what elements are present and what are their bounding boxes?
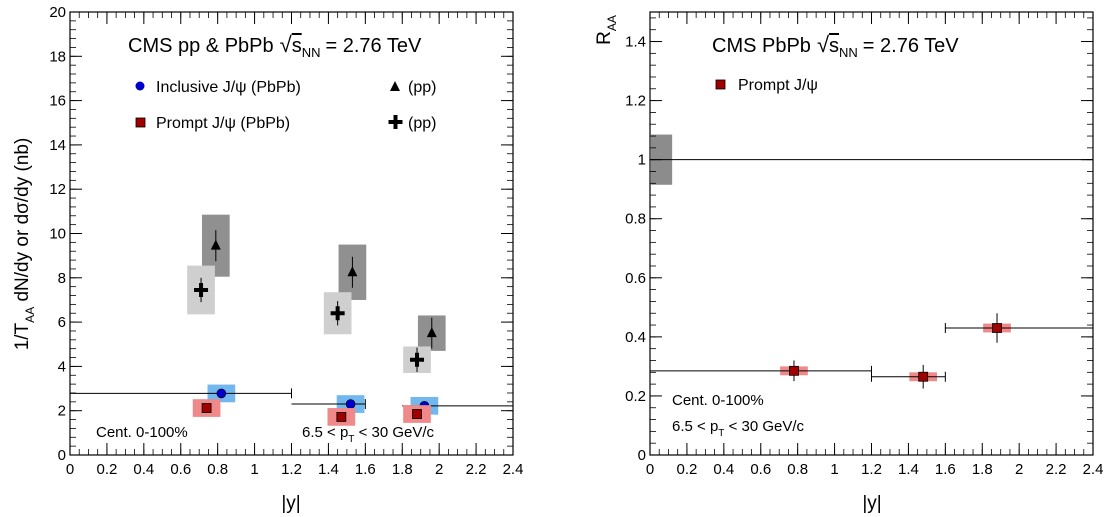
left-square-point [412, 409, 422, 419]
left-x-tick-label: 2.4 [503, 461, 524, 478]
right-cent-label: Cent. 0-100% [672, 392, 764, 409]
right-x-tick-label: 1.2 [861, 461, 882, 478]
legend-inclusive-marker [135, 81, 145, 91]
right-y-tick-label: 0.6 [625, 270, 646, 287]
right-x-axis-label: |y| [862, 493, 881, 514]
left-cross-point [194, 282, 209, 297]
left-x-tick-label: 1.2 [281, 461, 302, 478]
left-panel: 0 0.2 0.4 0.6 0.8 1 1.2 1.4 1.6 1.8 2 2.2 2.4 0 2 4 6 8 10… [12, 4, 523, 514]
right-x-tick-label: 1.8 [972, 461, 993, 478]
right-pt-label: 6.5 < pT < 30 GeV/c [672, 418, 805, 439]
left-x-tick-label: 0.8 [207, 461, 228, 478]
legend-pp-triangle-label: (pp) [408, 79, 436, 96]
left-y-tick-label: 20 [49, 4, 66, 21]
left-y-tick-label: 2 [58, 403, 66, 420]
left-axes: 0 0.2 0.4 0.6 0.8 1 1.2 1.4 1.6 1.8 2 2.2 2.4 0 2 4 6 8 10… [49, 4, 523, 478]
legend-pp-triangle-marker [390, 81, 400, 91]
left-y-tick-label: 12 [49, 181, 66, 198]
legend-prompt-label: Prompt J/ψ (PbPb) [156, 115, 290, 132]
left-triangle-point [347, 266, 358, 277]
right-x-tick-label: 0.2 [676, 461, 697, 478]
right-x-tick-label: 1.6 [935, 461, 956, 478]
left-x-axis-label: |y| [281, 493, 300, 514]
right-x-tick-label: 2.4 [1083, 461, 1104, 478]
left-x-tick-label: 1.6 [355, 461, 376, 478]
right-x-tick-label: 2.2 [1046, 461, 1067, 478]
right-y-tick-label: 1.2 [625, 93, 646, 110]
legend-prompt-marker [715, 79, 726, 90]
left-x-tick-label: 0.2 [96, 461, 117, 478]
left-legend: Inclusive J/ψ (PbPb) (pp) Prompt J/ψ (Pb… [135, 79, 436, 132]
left-y-tick-label: 6 [58, 314, 66, 331]
left-x-tick-label: 2 [435, 461, 443, 478]
left-y-tick-label: 10 [49, 226, 66, 243]
left-square-point [201, 403, 212, 413]
right-x-tick-label: 1 [830, 461, 838, 478]
right-legend: Prompt J/ψ [715, 77, 818, 94]
left-x-tick-label: 2.2 [466, 461, 487, 478]
left-cent-label: Cent. 0-100% [96, 424, 188, 441]
right-x-tick-label: 0.4 [713, 461, 734, 478]
left-x-tick-label: 1.4 [318, 461, 339, 478]
left-y-tick-label: 4 [58, 358, 66, 375]
left-circle-point [216, 388, 227, 399]
right-y-tick-label: 0.4 [625, 329, 646, 346]
right-square-point [992, 323, 1002, 333]
left-y-axis-label: 1/TAA dN/dy or dσ/dy (nb) [12, 138, 37, 351]
left-x-tick-label: 1 [250, 461, 258, 478]
right-x-tick-label: 0.8 [787, 461, 808, 478]
left-title: CMS pp & PbPb √sNN = 2.76 TeV [128, 32, 422, 60]
left-y-tick-label: 16 [49, 93, 66, 110]
left-pt-label: 6.5 < pT < 30 GeV/c [302, 424, 435, 445]
left-x-tick-label: 0.6 [170, 461, 191, 478]
right-y-tick-label: 1 [638, 152, 646, 169]
right-y-tick-label: 0.8 [625, 211, 646, 228]
legend-pp-cross-label: (pp) [408, 115, 436, 132]
right-x-tick-label: 0.6 [750, 461, 771, 478]
left-triangle-point [210, 239, 221, 250]
left-x-tick-label: 0 [66, 461, 74, 478]
legend-prompt-marker [135, 117, 146, 128]
right-y-tick-label: 0.2 [625, 388, 646, 405]
left-y-tick-label: 0 [58, 447, 66, 464]
left-square-point [336, 412, 347, 422]
left-y-tick-label: 8 [58, 270, 66, 287]
left-y-tick-label: 14 [49, 137, 66, 154]
left-circle-point [345, 399, 356, 409]
right-y-tick-label: 1.4 [625, 34, 646, 51]
left-y-tick-label: 18 [49, 48, 66, 65]
right-plot-data [649, 134, 1094, 389]
right-x-tick-label: 2 [1015, 461, 1023, 478]
right-title: CMS PbPb √sNN = 2.76 TeV [712, 32, 959, 60]
legend-prompt-label: Prompt J/ψ [738, 77, 818, 94]
left-cross-point [330, 306, 345, 321]
right-y-tick-label: 0 [638, 447, 646, 464]
left-x-tick-label: 1.8 [392, 461, 413, 478]
left-plot-data [70, 214, 514, 426]
left-triangle-point [426, 327, 437, 338]
right-x-tick-label: 1.4 [898, 461, 919, 478]
right-square-point [918, 371, 929, 382]
left-x-tick-label: 0.4 [133, 461, 154, 478]
right-panel: 0 0.2 0.4 0.6 0.8 1 1.2 1.4 1.6 1.8 2 2.2 2.4 0 0.2 0.4… [594, 11, 1103, 514]
right-axes: 0 0.2 0.4 0.6 0.8 1 1.2 1.4 1.6 1.8 2 2.2 2.4 0 0.2 0.4… [625, 12, 1103, 478]
right-plot-frame [649, 11, 1094, 456]
left-cross-point [410, 352, 425, 367]
legend-inclusive-label: Inclusive J/ψ (PbPb) [156, 79, 301, 96]
right-y-axis-label: RAA [594, 15, 619, 45]
right-x-tick-label: 0 [646, 461, 654, 478]
legend-pp-cross-marker [388, 115, 403, 129]
right-square-point [789, 365, 799, 376]
